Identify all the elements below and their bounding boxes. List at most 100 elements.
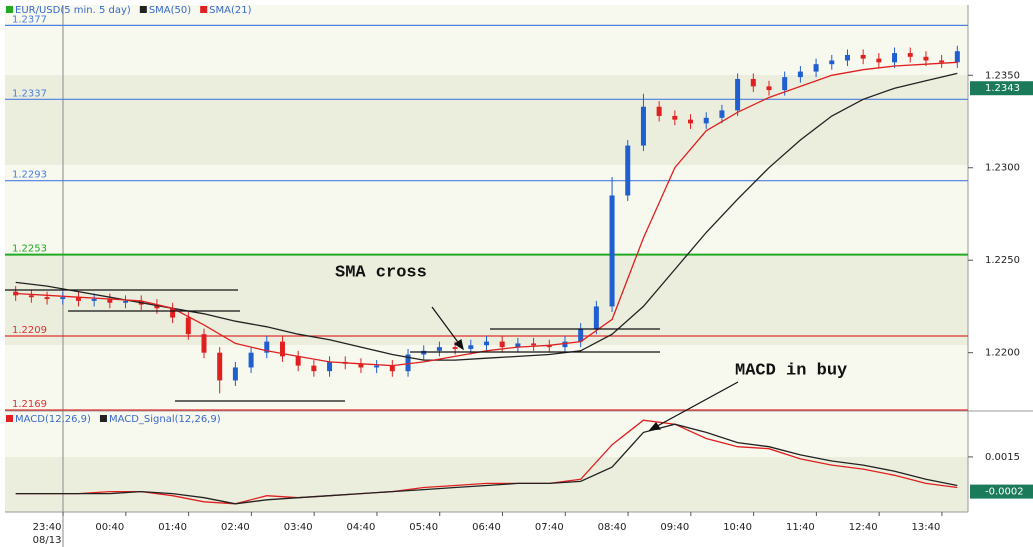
sma-line — [15, 61, 958, 367]
level-label: 1.2377 — [12, 14, 47, 25]
candle-body — [829, 60, 835, 65]
y-tick-label: 1.2300 — [985, 163, 1020, 174]
candle-body — [923, 56, 929, 61]
legend-label: MACD_Signal(12,26,9) — [109, 414, 221, 425]
candle-body — [593, 306, 599, 329]
candle-body — [374, 365, 380, 368]
candle-body — [546, 345, 552, 348]
candle-body — [421, 350, 427, 355]
candle-body — [813, 64, 819, 72]
candle-body — [217, 352, 223, 381]
candle-body — [248, 352, 254, 368]
macd-line — [15, 423, 958, 505]
candle-body — [609, 195, 615, 307]
level-label: 1.2293 — [12, 170, 47, 181]
candle-body — [656, 106, 662, 116]
y-tick-label: 1.2200 — [985, 348, 1020, 359]
candle-body — [44, 297, 50, 300]
candle-body — [750, 78, 756, 87]
candle-body — [735, 78, 741, 111]
candle-body — [185, 317, 191, 335]
candle-body — [860, 54, 866, 59]
candle-body — [452, 347, 458, 349]
legend-label: SMA(21) — [209, 5, 251, 16]
last-value-label: 1.2343 — [985, 83, 1020, 94]
x-tick-label: 08:40 — [598, 522, 627, 533]
candle-body — [907, 53, 913, 57]
candle-body — [703, 117, 709, 124]
candle-body — [436, 347, 442, 351]
candle-body — [75, 297, 81, 301]
last-value-label: -0.0002 — [985, 487, 1024, 498]
band — [5, 412, 968, 457]
x-tick-label: 05:40 — [409, 522, 438, 533]
candle-body — [531, 343, 537, 346]
x-tick-label: 06:40 — [472, 522, 501, 533]
x-tick-label: 01:40 — [158, 522, 187, 533]
candle-body — [797, 71, 803, 78]
candle-body — [484, 341, 489, 346]
candle-body — [688, 119, 694, 124]
legend-swatch — [6, 415, 13, 422]
candle-body — [13, 291, 19, 296]
candle-body — [499, 341, 505, 348]
candle-body — [154, 304, 160, 309]
candle-body — [107, 299, 113, 303]
legend-label: SMA(50) — [149, 5, 191, 16]
level-label: 1.2169 — [12, 399, 47, 410]
candle-body — [892, 53, 898, 63]
annotation: SMA cross — [335, 263, 427, 282]
candle-body — [232, 367, 238, 381]
band — [5, 5, 968, 75]
candle-body — [844, 54, 850, 61]
candle-body — [468, 345, 474, 349]
candle-body — [876, 58, 882, 63]
candle-body — [123, 300, 129, 303]
candle-body — [91, 299, 97, 301]
x-tick-label: 02:40 — [221, 522, 250, 533]
plot: 1.2377 1.2337 1.2293 1.2253 1.2209 1.2169 1.23… — [5, 5, 1033, 546]
candle-body — [201, 334, 207, 353]
candle-body — [578, 328, 584, 342]
legend-swatch — [99, 415, 107, 422]
y-tick-label: 1.2250 — [985, 255, 1020, 266]
y-tick-label: 0.0015 — [985, 452, 1020, 463]
x-tick-label: 11:40 — [786, 522, 815, 533]
legend-swatch — [200, 6, 208, 13]
x-tick-label: 09:40 — [660, 522, 689, 533]
candle-body — [279, 341, 285, 357]
y-tick-label: 1.2350 — [985, 70, 1020, 81]
candle-body — [327, 361, 333, 372]
candle-body — [515, 343, 521, 348]
x-tick-label: 07:40 — [535, 522, 564, 533]
legend-label: EUR/USD(5 min. 5 day) — [15, 5, 131, 16]
legend-swatch — [139, 6, 147, 13]
candle-body — [264, 341, 270, 353]
x-tick-label: 00:40 — [95, 522, 124, 533]
trend-lines — [5, 289, 739, 431]
band — [5, 457, 968, 512]
legend-swatch — [6, 6, 13, 13]
band — [5, 255, 968, 345]
candle-body — [311, 365, 317, 372]
last-value-badge — [970, 81, 1033, 96]
last-value-badge — [970, 484, 1033, 499]
candle-body — [28, 295, 34, 298]
level-label: 1.2209 — [12, 325, 47, 336]
candle-body — [389, 365, 395, 372]
candle-body — [562, 341, 568, 348]
candle-body — [766, 86, 772, 91]
band — [5, 75, 968, 165]
candle-body — [719, 110, 725, 118]
candle-body — [939, 60, 945, 63]
candle-body — [782, 77, 788, 91]
level-label: 1.2253 — [12, 244, 47, 255]
candle-body — [672, 115, 678, 120]
band — [5, 165, 968, 255]
candle-body — [60, 297, 66, 300]
band — [5, 345, 968, 410]
x-tick-label: 10:40 — [723, 522, 752, 533]
x-tick-label: 03:40 — [284, 522, 313, 533]
level-label: 1.2337 — [12, 88, 47, 99]
x-tick-label: 23:40 — [33, 522, 62, 533]
